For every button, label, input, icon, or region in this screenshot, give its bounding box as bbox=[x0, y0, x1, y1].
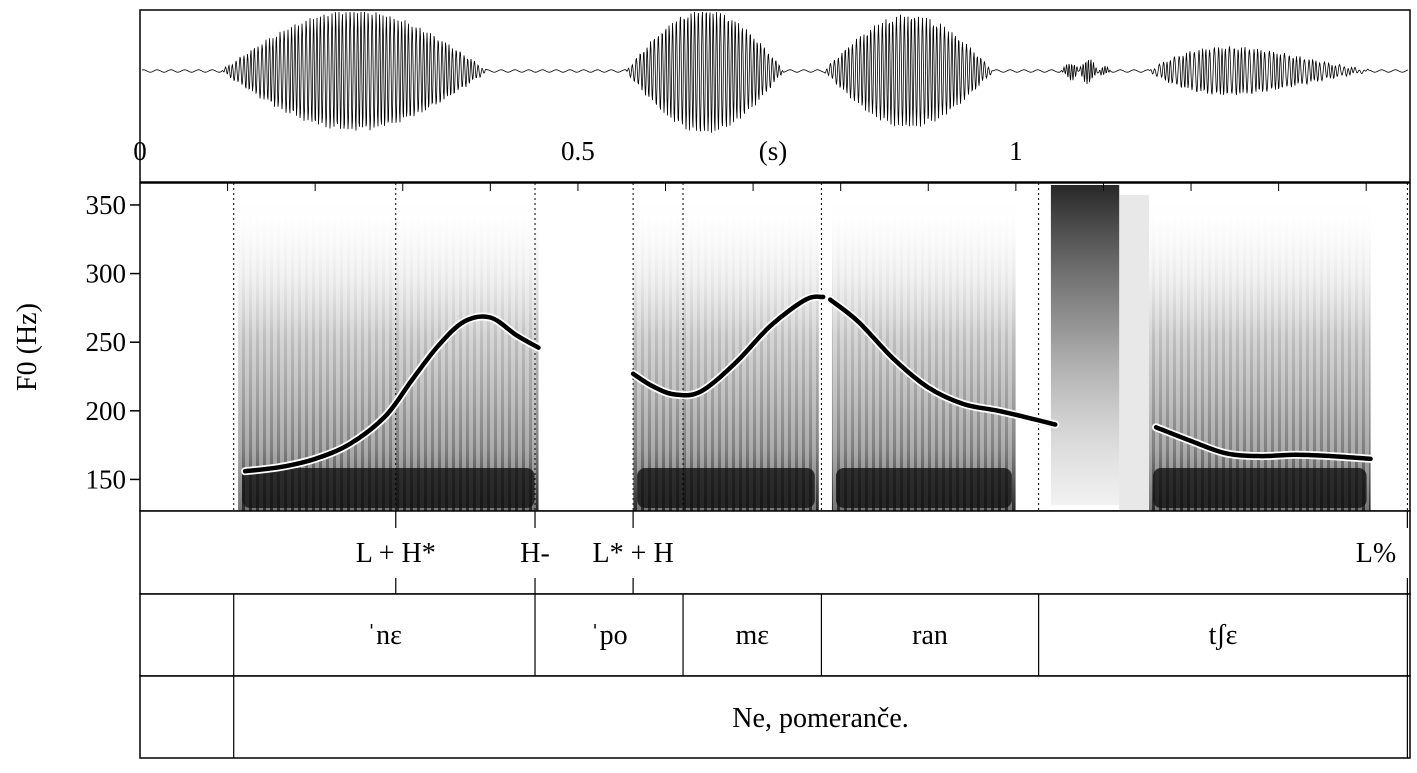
spectrogram-panel: 150 200 250 300 350 F0 (Hz) bbox=[12, 182, 1411, 512]
f0-tick-label: 350 bbox=[86, 190, 127, 220]
low-band-energy bbox=[242, 468, 535, 508]
tone-tier: L + H* H- L* + H L% bbox=[139, 510, 1411, 595]
time-tick-label: 0.5 bbox=[561, 136, 595, 166]
harmonic-striation bbox=[831, 195, 1016, 511]
sentence-marks: Ne, pomeranče. bbox=[233, 676, 1408, 758]
harmonic-striation bbox=[238, 195, 539, 511]
syllable-label: ˈnɛ bbox=[367, 620, 402, 651]
f0-contour-segment bbox=[630, 294, 826, 398]
f0-tick-label: 200 bbox=[86, 396, 127, 426]
syllable-label: ran bbox=[912, 620, 948, 651]
transition-energy bbox=[1119, 195, 1149, 511]
tone-label: L% bbox=[1356, 538, 1396, 569]
harmonic-striation bbox=[633, 195, 819, 511]
tone-label: L + H* bbox=[356, 538, 436, 569]
low-band-energy bbox=[835, 468, 1012, 508]
time-tick-label: 0 bbox=[133, 136, 147, 166]
syllable-tier: ˈnɛ ˈpo mɛ ran tʃɛ bbox=[139, 593, 1411, 677]
syllable-label: mɛ bbox=[735, 620, 769, 651]
tone-marks: L + H* H- L* + H L% bbox=[356, 511, 1408, 594]
f0-axis-ticks: 150 200 250 300 350 bbox=[86, 190, 140, 494]
fricative-energy bbox=[1050, 185, 1120, 505]
f0-contour bbox=[241, 292, 1375, 476]
f0-tick-label: 150 bbox=[86, 464, 127, 494]
f0-contour-segment bbox=[242, 314, 541, 474]
low-band-energy bbox=[1152, 468, 1367, 508]
time-tick-label: 1 bbox=[1009, 136, 1023, 166]
spectrogram-energy bbox=[238, 185, 1371, 511]
sentence-label: Ne, pomeranče. bbox=[732, 703, 908, 734]
tone-label: L* + H bbox=[593, 538, 674, 569]
f0-tick-label: 250 bbox=[86, 327, 127, 357]
low-band-energy bbox=[637, 468, 815, 508]
f0-contour-segment bbox=[827, 297, 1058, 427]
time-tick-labels: 0 0.5 1 bbox=[133, 136, 1022, 166]
syllable-label: ˈpo bbox=[590, 620, 627, 651]
waveform-trace bbox=[141, 11, 1409, 133]
tone-label: H- bbox=[520, 538, 550, 569]
syllable-marks: ˈnɛ ˈpo mɛ ran tʃɛ bbox=[233, 594, 1408, 676]
spectrogram-top-ticks bbox=[227, 183, 1367, 191]
syllable-label: tʃɛ bbox=[1209, 620, 1238, 651]
sentence-tier-frame bbox=[139, 675, 1411, 759]
f0-contour-segment bbox=[1153, 425, 1373, 462]
waveform-panel: 0 0.5 1 (s) bbox=[133, 9, 1411, 183]
f0-axis-label: F0 (Hz) bbox=[12, 303, 43, 391]
time-unit-label: (s) bbox=[759, 136, 788, 166]
tone-tier-frame bbox=[139, 510, 1411, 595]
harmonic-striation bbox=[1148, 195, 1371, 511]
sentence-tier: Ne, pomeranče. bbox=[139, 675, 1411, 759]
f0-tick-label: 300 bbox=[86, 259, 127, 289]
syllable-tier-frame bbox=[139, 593, 1411, 677]
